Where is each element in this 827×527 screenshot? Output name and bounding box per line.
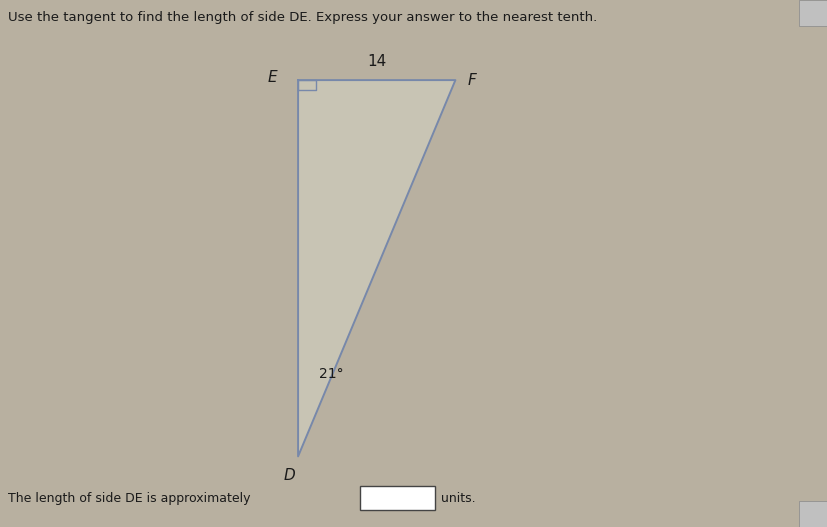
Polygon shape	[298, 80, 455, 456]
Text: The length of side DE is approximately: The length of side DE is approximately	[8, 492, 251, 504]
Bar	[798, 0, 827, 26]
Bar	[798, 501, 827, 527]
Text: 21°: 21°	[318, 367, 343, 380]
Text: E: E	[267, 71, 277, 85]
Text: 14: 14	[366, 54, 386, 69]
Text: D: D	[284, 467, 295, 483]
Text: Use the tangent to find the length of side DE. Express your answer to the neares: Use the tangent to find the length of si…	[8, 11, 597, 24]
Text: units.: units.	[441, 492, 476, 504]
Text: F: F	[467, 73, 476, 87]
